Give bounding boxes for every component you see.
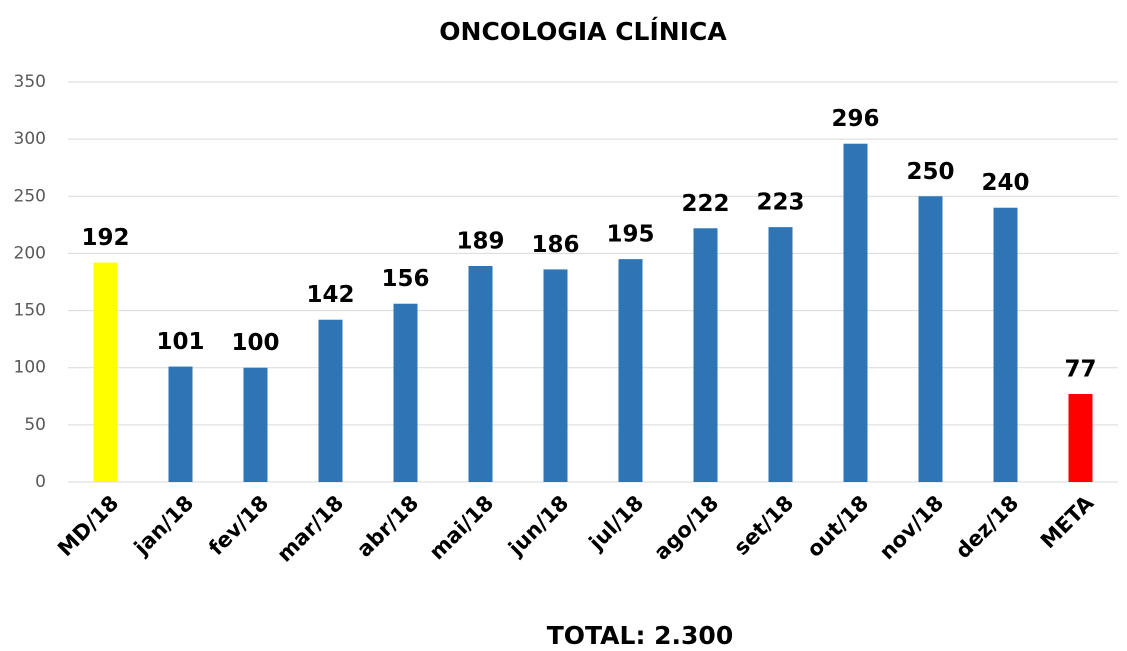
value-label: 77 <box>1064 357 1096 383</box>
value-label: 186 <box>531 232 579 258</box>
value-label: 195 <box>606 222 654 248</box>
x-tick-label: ago/18 <box>649 491 723 565</box>
x-tick-label: mar/18 <box>272 491 348 567</box>
value-label: 250 <box>906 159 954 185</box>
value-label: 192 <box>81 225 129 251</box>
y-tick-label: 300 <box>14 129 46 149</box>
x-tick-label: fev/18 <box>204 491 273 560</box>
bar <box>918 196 943 483</box>
bar <box>93 262 118 482</box>
bar <box>243 367 268 482</box>
y-tick-label: 50 <box>24 415 46 435</box>
x-tick-label: nov/18 <box>875 491 949 565</box>
total-annotation: TOTAL: 2.300 <box>547 621 733 650</box>
value-label: 189 <box>456 229 504 255</box>
bar <box>393 303 418 482</box>
bar <box>768 227 793 482</box>
x-tick-label: dez/18 <box>951 491 1023 563</box>
x-tick-label: jun/18 <box>503 491 573 561</box>
x-tick-label: set/18 <box>729 491 798 560</box>
x-tick-label: jan/18 <box>129 491 198 560</box>
x-tick-label: META <box>1036 490 1099 553</box>
value-label: 156 <box>381 266 429 292</box>
bar <box>168 366 193 482</box>
bar <box>993 207 1018 482</box>
bar <box>318 319 343 482</box>
y-tick-label: 250 <box>14 186 46 206</box>
bar <box>543 269 568 482</box>
value-label: 296 <box>831 106 879 132</box>
value-label: 222 <box>681 191 729 217</box>
bar <box>468 266 493 482</box>
y-tick-label: 100 <box>14 358 46 378</box>
x-tick-label: out/18 <box>802 491 873 562</box>
value-label: 142 <box>306 282 354 308</box>
x-tick-label: abr/18 <box>352 491 423 562</box>
x-tick-label: MD/18 <box>53 491 123 561</box>
chart-title: ONCOLOGIA CLÍNICA <box>439 17 727 46</box>
x-tick-label: jul/18 <box>584 491 649 556</box>
value-label: 240 <box>981 170 1029 196</box>
value-label: 100 <box>231 330 279 356</box>
value-label: 101 <box>156 329 204 355</box>
value-label: 223 <box>756 190 804 216</box>
x-tick-label: mai/18 <box>425 491 499 565</box>
bar <box>1068 394 1093 482</box>
y-tick-label: 200 <box>14 243 46 263</box>
y-tick-label: 350 <box>14 72 46 92</box>
bar <box>693 228 718 482</box>
y-tick-label: 0 <box>35 472 46 492</box>
bar <box>618 259 643 482</box>
y-tick-label: 150 <box>14 301 46 321</box>
bar <box>843 143 868 482</box>
